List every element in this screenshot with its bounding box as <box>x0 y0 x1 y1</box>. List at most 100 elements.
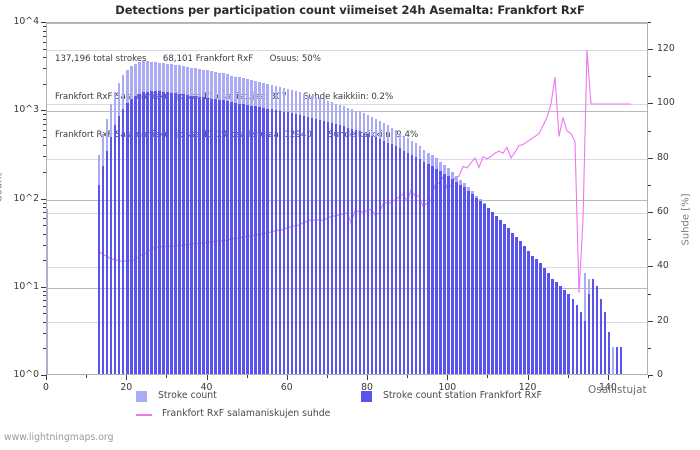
bar <box>410 155 414 374</box>
y-axis-left-title: Count <box>0 172 5 203</box>
bar <box>615 347 619 374</box>
y-left-tick-minor <box>43 36 46 37</box>
bar <box>258 107 261 374</box>
x-tick-minor <box>648 375 649 378</box>
x-tick-major <box>46 375 47 380</box>
x-tick-minor <box>86 375 87 378</box>
bar <box>619 347 623 374</box>
bar <box>266 108 269 374</box>
y-right-tick-major <box>648 375 653 376</box>
x-tick-label: 0 <box>43 382 49 393</box>
y-left-tick-minor <box>43 260 46 261</box>
bar <box>306 116 310 374</box>
y-left-tick-minor <box>43 322 46 323</box>
bar <box>487 208 490 374</box>
x-tick-minor <box>327 375 328 378</box>
bar <box>439 171 442 374</box>
bar <box>535 259 538 374</box>
bar <box>178 93 181 374</box>
bar <box>278 110 281 374</box>
bar <box>507 228 510 374</box>
bar <box>575 305 578 374</box>
bar <box>222 100 225 374</box>
bar <box>567 294 570 374</box>
y-left-tick-label: 10^2 <box>13 192 39 204</box>
bar <box>398 148 402 374</box>
legend-label: Frankfort RxF salamaniskujen suhde <box>162 408 331 419</box>
y-left-tick-label: 10^1 <box>13 280 39 292</box>
bar <box>146 91 149 374</box>
bar <box>254 106 257 374</box>
bar <box>250 105 253 374</box>
y-left-tick-minor <box>43 300 46 301</box>
bar <box>402 150 406 374</box>
y-left-tick-minor <box>43 26 46 27</box>
y-left-tick-minor <box>43 124 46 125</box>
bar <box>186 95 189 374</box>
y-right-tick-minor <box>648 131 651 132</box>
legend-line-swatch <box>136 414 152 416</box>
x-tick-major <box>608 375 609 380</box>
y-right-tick-label: 20 <box>657 314 669 326</box>
y-left-tick-minor <box>43 172 46 173</box>
bar <box>202 97 205 374</box>
bar <box>342 126 346 374</box>
bar <box>607 331 611 374</box>
y-left-tick-minor <box>43 212 46 213</box>
y-right-tick-label: 60 <box>657 206 669 218</box>
y-left-tick-minor <box>43 119 46 120</box>
bar <box>322 120 326 374</box>
y-left-tick-minor <box>43 42 46 43</box>
bar <box>539 263 542 374</box>
bar <box>523 246 526 374</box>
y-right-tick-major <box>648 212 653 213</box>
bar <box>483 204 486 374</box>
y-left-tick-minor <box>43 207 46 208</box>
legend-box-swatch <box>361 391 372 402</box>
y-right-tick-major <box>648 266 653 267</box>
bar <box>515 236 518 374</box>
bar <box>238 103 241 374</box>
bar <box>166 92 169 374</box>
gridline-y-right <box>47 104 647 105</box>
y-left-tick-minor <box>43 203 46 204</box>
bar <box>447 176 450 374</box>
bar <box>547 272 550 374</box>
bar <box>218 99 221 374</box>
bar <box>579 312 582 374</box>
bar <box>599 299 603 374</box>
bar <box>611 347 615 374</box>
bar <box>310 117 314 374</box>
bar <box>459 184 462 374</box>
bar <box>334 124 338 374</box>
bar <box>126 102 129 374</box>
y-right-tick-minor <box>648 294 651 295</box>
x-tick-major <box>287 375 288 380</box>
y-left-tick-minor <box>43 348 46 349</box>
y-left-tick-major <box>41 375 46 376</box>
y-left-tick-label: 10^0 <box>13 369 39 380</box>
bar <box>226 101 229 374</box>
x-tick-label: 100 <box>438 382 457 393</box>
annotation-line-1: 137,196 total strokes 68,101 Frankfort R… <box>55 54 321 65</box>
y-left-tick-minor <box>43 31 46 32</box>
bar <box>298 115 302 374</box>
bar <box>435 169 438 374</box>
x-tick-label: 20 <box>120 382 133 393</box>
bar <box>109 136 113 374</box>
y-left-tick-minor <box>43 225 46 226</box>
bar <box>382 140 386 374</box>
y-right-tick-major <box>648 321 653 322</box>
bar <box>282 111 286 374</box>
x-tick-major <box>207 375 208 380</box>
gridline-y-right <box>47 50 647 51</box>
x-tick-minor <box>568 375 569 378</box>
bar <box>294 114 298 374</box>
y-right-tick-minor <box>648 76 651 77</box>
bar <box>366 134 370 374</box>
y-left-tick-label: 10^4 <box>13 16 39 27</box>
bar <box>559 285 562 374</box>
bar <box>214 99 217 374</box>
bar <box>170 92 173 374</box>
